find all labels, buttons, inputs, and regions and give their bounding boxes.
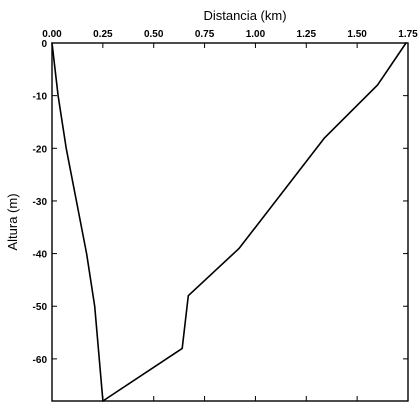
x-tick-label: 1.00 [246, 29, 266, 40]
x-tick-label: 0.50 [144, 29, 164, 40]
x-tick-label: 1.50 [347, 29, 367, 40]
plot-frame [51, 42, 409, 402]
y-ticks-left [52, 42, 57, 360]
y-tick-label: -40 [33, 250, 48, 261]
y-tick-label: -10 [33, 92, 48, 103]
x-tick-label: 0.75 [195, 29, 215, 40]
series-line-2 [102, 42, 407, 402]
x-ticks-top [51, 43, 409, 48]
x-axis-title: Distancia (km) [203, 8, 286, 23]
y-tick-labels: 0 -10 -20 -30 -40 -50 -60 [33, 39, 48, 366]
x-tick-label: 1.75 [398, 29, 418, 40]
y-axis-title: Altura (m) [5, 193, 20, 250]
y-tick-label: -30 [33, 197, 48, 208]
y-tick-label: -60 [33, 355, 48, 366]
y-tick-label: 0 [41, 39, 47, 50]
y-ticks-right [403, 42, 408, 360]
x-tick-labels: 0.00 0.25 0.50 0.75 1.00 1.25 1.50 1.75 [42, 29, 418, 40]
y-tick-label: -20 [33, 144, 48, 155]
y-tick-label: -50 [33, 302, 48, 313]
x-tick-label: 0.00 [42, 29, 62, 40]
x-tick-label: 0.25 [93, 29, 113, 40]
x-tick-label: 1.25 [297, 29, 317, 40]
series-group [51, 42, 407, 402]
series-line-1 [51, 42, 104, 402]
